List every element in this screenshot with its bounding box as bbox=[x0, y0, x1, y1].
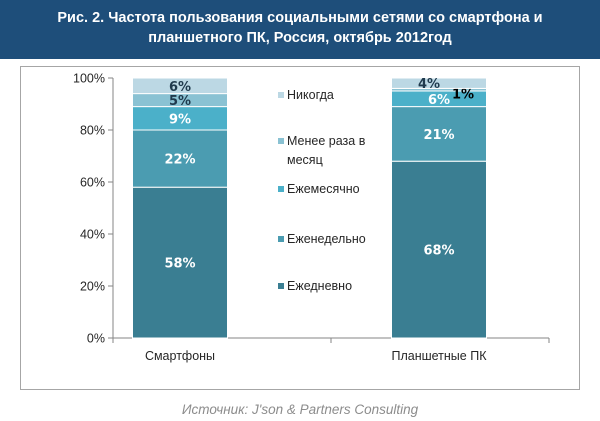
legend-label: месяц bbox=[287, 153, 323, 167]
bar-segment bbox=[132, 129, 228, 188]
source-note: Источник: J'son & Partners Consulting bbox=[181, 402, 419, 417]
y-tick-label: 0% bbox=[87, 332, 105, 346]
data-label: 58% bbox=[164, 257, 195, 272]
y-tick-label: 80% bbox=[80, 124, 105, 138]
chart-title-line-2: планшетного ПК, Россия, октябрь 2012год bbox=[148, 30, 452, 46]
legend-label: Ежедневно bbox=[287, 279, 352, 293]
chart-title: Рис. 2. Частота пользования социальными … bbox=[10, 8, 590, 48]
legend-label: Еженедельно bbox=[287, 232, 366, 246]
legend-label: Ежемесячно bbox=[287, 182, 360, 196]
legend-swatch bbox=[278, 283, 284, 289]
legend-swatch bbox=[278, 138, 284, 144]
y-tick-label: 20% bbox=[80, 280, 105, 294]
title-bar: Рис. 2. Частота пользования социальными … bbox=[0, 0, 600, 59]
bar-segment bbox=[391, 160, 487, 339]
bar-segment bbox=[132, 186, 228, 339]
chart-area: 0% 20% 40% 60% 80% 100% 58% 22% 9% 5% 6% Смартфоны 6… bbox=[20, 66, 580, 390]
data-label: 1% bbox=[452, 87, 474, 102]
legend-swatch bbox=[278, 92, 284, 98]
bar-segment bbox=[391, 106, 487, 162]
data-label: 6% bbox=[428, 93, 450, 108]
data-label: 22% bbox=[164, 153, 195, 168]
y-tick-label: 60% bbox=[80, 176, 105, 190]
data-label: 9% bbox=[169, 112, 191, 127]
legend-swatch bbox=[278, 236, 284, 242]
data-label: 6% bbox=[169, 80, 191, 95]
data-label: 4% bbox=[418, 77, 440, 92]
x-tick-label: Планшетные ПК bbox=[391, 349, 487, 363]
data-label: 68% bbox=[423, 244, 454, 259]
chart-title-line-1: Рис. 2. Частота пользования социальными … bbox=[57, 10, 543, 26]
stacked-bar-chart: 0%20%40%60%80%100%58%22%9%5%6%Смартфоны6… bbox=[73, 72, 550, 363]
y-tick-label: 100% bbox=[73, 72, 105, 86]
legend-swatch bbox=[278, 186, 284, 192]
bar-segment bbox=[391, 77, 487, 89]
data-label: 21% bbox=[423, 128, 454, 143]
legend-label: Менее раза в bbox=[287, 134, 366, 148]
data-label: 5% bbox=[169, 94, 191, 109]
y-tick-label: 40% bbox=[80, 228, 105, 242]
x-tick-label: Смартфоны bbox=[145, 349, 215, 363]
bar-segment bbox=[132, 77, 228, 95]
legend-label: Никогда bbox=[287, 88, 334, 102]
